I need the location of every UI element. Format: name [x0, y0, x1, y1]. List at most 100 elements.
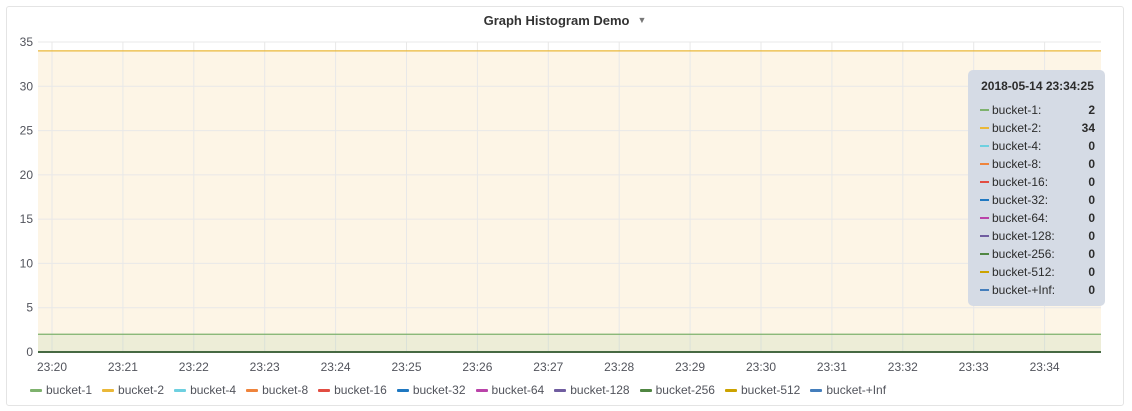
x-tick-label: 23:26 — [462, 360, 492, 374]
legend-item-bucket-128[interactable]: bucket-128 — [554, 383, 630, 397]
tooltip-row: bucket-512: 0 — [980, 263, 1095, 281]
tooltip-series-name: bucket-2: — [992, 121, 1042, 135]
tooltip-swatch — [980, 163, 989, 165]
tooltip-time: 2018-05-14 23:34:25 — [981, 79, 1094, 93]
legend-swatch — [475, 388, 488, 392]
legend-label: bucket-+Inf — [826, 383, 887, 397]
legend-item-bucket-+Inf[interactable]: bucket-+Inf — [810, 383, 886, 397]
x-axis: 23:20 23:21 23:22 23:23 23:24 23:25 23:26 23:27… — [37, 360, 1060, 374]
hover-tooltip: 2018-05-14 23:34:25 bucket-1: 2 bucket-2: 3… — [968, 70, 1105, 306]
legend-item-bucket-64[interactable]: bucket-64 — [475, 383, 545, 397]
legend-swatch — [102, 388, 115, 392]
tooltip-series-name: bucket-64: — [992, 211, 1049, 225]
legend-swatch — [810, 388, 823, 392]
tooltip-series-name: bucket-32: — [992, 193, 1049, 207]
tooltip-series-name: bucket-16: — [992, 175, 1049, 189]
tooltip-swatch — [980, 199, 989, 201]
x-tick-label: 23:27 — [533, 360, 563, 374]
tooltip-swatch — [980, 217, 989, 219]
y-tick-label: 10 — [20, 256, 34, 270]
tooltip-row: bucket-128: 0 — [980, 227, 1095, 245]
panel-title-text: Graph Histogram Demo — [483, 13, 630, 28]
tooltip-series-value: 0 — [1088, 265, 1095, 279]
legend-item-bucket-256[interactable]: bucket-256 — [639, 383, 715, 397]
y-tick-label: 30 — [20, 79, 34, 93]
grid-lines — [38, 41, 1101, 353]
tooltip-swatch — [980, 271, 989, 273]
legend-item-bucket-4[interactable]: bucket-4 — [174, 383, 236, 397]
tooltip-series-name: bucket-128: — [992, 229, 1055, 243]
tooltip-swatch — [980, 127, 989, 129]
legend-item-bucket-32[interactable]: bucket-32 — [396, 383, 466, 397]
legend-label: bucket-128 — [570, 383, 630, 397]
tooltip-swatch — [980, 181, 989, 183]
tooltip-swatch — [980, 109, 989, 111]
x-tick-label: 23:34 — [1030, 360, 1060, 374]
y-tick-label: 5 — [26, 301, 33, 315]
tooltip-series-value: 0 — [1088, 193, 1095, 207]
legend-swatch — [174, 388, 187, 392]
x-tick-label: 23:21 — [108, 360, 138, 374]
y-axis: 0 5 10 15 20 25 30 35 — [20, 35, 34, 359]
series-area-bucket-1 — [38, 334, 1101, 352]
tooltip-row: bucket-16: 0 — [980, 173, 1095, 191]
series-lines — [38, 50, 1101, 353]
tooltip-row: bucket-256: 0 — [980, 245, 1095, 263]
caret-down-icon[interactable]: ▼ — [637, 15, 647, 25]
tooltip-series-name: bucket-4: — [992, 139, 1042, 153]
tooltip-series-value: 0 — [1088, 139, 1095, 153]
tooltip-series-name: bucket-512: — [992, 265, 1055, 279]
tooltip-series-value: 0 — [1088, 283, 1095, 297]
x-tick-label: 23:25 — [391, 360, 421, 374]
tooltip-row: bucket-8: 0 — [980, 155, 1095, 173]
tooltip-series-value: 2 — [1088, 103, 1095, 117]
tooltip-row: bucket-1: 2 — [980, 101, 1095, 119]
tooltip-row: bucket-4: 0 — [980, 137, 1095, 155]
legend-item-bucket-512[interactable]: bucket-512 — [724, 383, 801, 397]
legend-swatch — [30, 388, 42, 392]
tooltip-row: bucket-+Inf: 0 — [980, 281, 1095, 299]
panel-title[interactable]: Graph Histogram Demo ▼ — [6, 13, 1124, 28]
tooltip-series-name: bucket-1: — [992, 103, 1042, 117]
tooltip-row: bucket-64: 0 — [980, 209, 1095, 227]
tooltip-series-value: 0 — [1088, 247, 1095, 261]
legend-item-bucket-2[interactable]: bucket-2 — [102, 383, 164, 397]
legend-swatch — [554, 388, 567, 392]
tooltip-series-value: 0 — [1088, 157, 1095, 171]
plot-background — [38, 50, 1101, 352]
x-tick-label: 23:31 — [817, 360, 847, 374]
tooltip-swatch — [980, 289, 989, 291]
legend-label: bucket-2 — [118, 383, 165, 397]
x-tick-label: 23:30 — [746, 360, 776, 374]
legend-swatch — [246, 388, 259, 392]
legend-item-bucket-1[interactable]: bucket-1 — [30, 383, 92, 397]
legend-label: bucket-32 — [412, 383, 466, 397]
tooltip-swatch — [980, 235, 989, 237]
x-tick-label: 23:29 — [675, 360, 705, 374]
legend-label: bucket-4 — [190, 383, 237, 397]
tooltip-rows: bucket-1: 2 bucket-2: 34 bucket-4: 0 bucket-8:… — [980, 101, 1095, 299]
x-tick-label: 23:23 — [250, 360, 280, 374]
legend-swatch — [318, 388, 331, 392]
legend-item-bucket-16[interactable]: bucket-16 — [318, 383, 387, 397]
tooltip-series-name: bucket-+Inf: — [992, 283, 1056, 297]
tooltip-swatch — [980, 145, 989, 147]
legend-label: bucket-1 — [46, 383, 93, 397]
legend-label: bucket-64 — [491, 383, 545, 397]
legend-item-bucket-8[interactable]: bucket-8 — [246, 383, 308, 397]
y-tick-label: 15 — [20, 212, 34, 226]
legend: bucket-1 bucket-2 bucket-4 bucket-8 bucket-1… — [30, 383, 896, 397]
legend-label: bucket-16 — [334, 383, 387, 397]
y-tick-label: 0 — [26, 345, 33, 359]
legend-label: bucket-512 — [740, 383, 801, 397]
x-tick-label: 23:32 — [888, 360, 918, 374]
tooltip-series-name: bucket-256: — [992, 247, 1055, 261]
tooltip-series-value: 0 — [1088, 229, 1095, 243]
legend-label: bucket-256 — [655, 383, 715, 397]
x-tick-label: 23:24 — [321, 360, 351, 374]
tooltip-series-value: 34 — [1081, 121, 1095, 135]
legend-swatch — [396, 388, 409, 392]
y-tick-label: 20 — [20, 168, 34, 182]
tooltip-series-value: 0 — [1088, 175, 1095, 189]
